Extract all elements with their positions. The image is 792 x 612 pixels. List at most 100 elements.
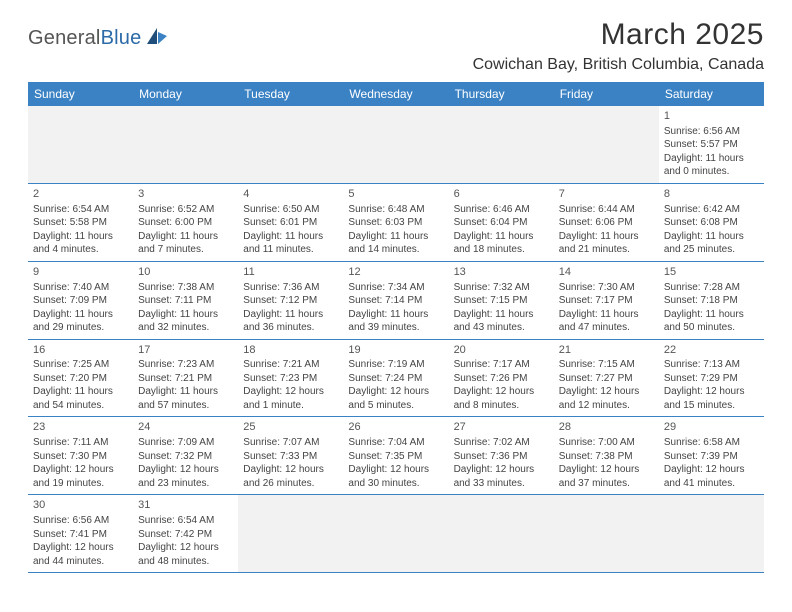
calendar-cell: 16Sunrise: 7:25 AMSunset: 7:20 PMDayligh…: [28, 340, 133, 417]
calendar-cell: 10Sunrise: 7:38 AMSunset: 7:11 PMDayligh…: [133, 262, 238, 339]
calendar-cell: 26Sunrise: 7:04 AMSunset: 7:35 PMDayligh…: [343, 417, 448, 494]
cell-sunrise: Sunrise: 7:00 AM: [559, 436, 653, 450]
calendar-cell: 25Sunrise: 7:07 AMSunset: 7:33 PMDayligh…: [238, 417, 343, 494]
cell-daylight1: Daylight: 11 hours: [454, 308, 548, 322]
cell-sunset: Sunset: 7:18 PM: [664, 294, 758, 308]
cell-sunrise: Sunrise: 6:56 AM: [33, 514, 127, 528]
cell-sunrise: Sunrise: 7:09 AM: [138, 436, 232, 450]
cell-daylight2: and 30 minutes.: [348, 477, 442, 491]
calendar-week: 1Sunrise: 6:56 AMSunset: 5:57 PMDaylight…: [28, 106, 764, 184]
cell-sunrise: Sunrise: 6:54 AM: [33, 203, 127, 217]
calendar-body: 1Sunrise: 6:56 AMSunset: 5:57 PMDaylight…: [28, 106, 764, 573]
day-number: 3: [138, 187, 232, 202]
calendar-cell: 12Sunrise: 7:34 AMSunset: 7:14 PMDayligh…: [343, 262, 448, 339]
cell-sunset: Sunset: 7:17 PM: [559, 294, 653, 308]
day-number: 7: [559, 187, 653, 202]
cell-daylight2: and 44 minutes.: [33, 555, 127, 569]
calendar-cell-empty: [343, 495, 448, 572]
cell-daylight2: and 12 minutes.: [559, 399, 653, 413]
day-number: 4: [243, 187, 337, 202]
calendar-cell-empty: [133, 106, 238, 183]
day-header: Friday: [554, 82, 659, 106]
cell-sunset: Sunset: 7:41 PM: [33, 528, 127, 542]
cell-daylight2: and 39 minutes.: [348, 321, 442, 335]
logo-general: General: [28, 27, 101, 49]
cell-sunset: Sunset: 7:30 PM: [33, 450, 127, 464]
cell-sunset: Sunset: 7:42 PM: [138, 528, 232, 542]
day-number: 21: [559, 343, 653, 358]
month-title: March 2025: [473, 18, 764, 52]
cell-sunrise: Sunrise: 7:07 AM: [243, 436, 337, 450]
cell-sunset: Sunset: 7:12 PM: [243, 294, 337, 308]
cell-daylight2: and 23 minutes.: [138, 477, 232, 491]
calendar-cell: 31Sunrise: 6:54 AMSunset: 7:42 PMDayligh…: [133, 495, 238, 572]
day-number: 5: [348, 187, 442, 202]
day-number: 6: [454, 187, 548, 202]
calendar-cell: 13Sunrise: 7:32 AMSunset: 7:15 PMDayligh…: [449, 262, 554, 339]
cell-sunrise: Sunrise: 6:56 AM: [664, 125, 758, 139]
calendar-cell-empty: [659, 495, 764, 572]
cell-sunset: Sunset: 7:36 PM: [454, 450, 548, 464]
cell-sunset: Sunset: 7:27 PM: [559, 372, 653, 386]
cell-daylight2: and 1 minute.: [243, 399, 337, 413]
calendar-week: 30Sunrise: 6:56 AMSunset: 7:41 PMDayligh…: [28, 495, 764, 573]
cell-sunrise: Sunrise: 7:38 AM: [138, 281, 232, 295]
cell-daylight2: and 15 minutes.: [664, 399, 758, 413]
cell-sunset: Sunset: 7:14 PM: [348, 294, 442, 308]
day-number: 15: [664, 265, 758, 280]
cell-daylight1: Daylight: 11 hours: [138, 385, 232, 399]
cell-daylight1: Daylight: 12 hours: [454, 463, 548, 477]
calendar-cell: 15Sunrise: 7:28 AMSunset: 7:18 PMDayligh…: [659, 262, 764, 339]
cell-sunset: Sunset: 7:29 PM: [664, 372, 758, 386]
day-number: 28: [559, 420, 653, 435]
cell-daylight2: and 50 minutes.: [664, 321, 758, 335]
day-number: 24: [138, 420, 232, 435]
cell-daylight2: and 18 minutes.: [454, 243, 548, 257]
day-number: 26: [348, 420, 442, 435]
calendar-cell: 21Sunrise: 7:15 AMSunset: 7:27 PMDayligh…: [554, 340, 659, 417]
calendar-cell-empty: [238, 495, 343, 572]
cell-daylight2: and 5 minutes.: [348, 399, 442, 413]
day-number: 14: [559, 265, 653, 280]
cell-sunset: Sunset: 7:24 PM: [348, 372, 442, 386]
calendar-cell: 14Sunrise: 7:30 AMSunset: 7:17 PMDayligh…: [554, 262, 659, 339]
cell-sunset: Sunset: 7:11 PM: [138, 294, 232, 308]
sail-icon: [145, 26, 169, 51]
cell-sunrise: Sunrise: 7:23 AM: [138, 358, 232, 372]
cell-daylight1: Daylight: 11 hours: [348, 230, 442, 244]
logo-text: GeneralBlue: [28, 27, 141, 50]
calendar-cell: 2Sunrise: 6:54 AMSunset: 5:58 PMDaylight…: [28, 184, 133, 261]
calendar-cell: 20Sunrise: 7:17 AMSunset: 7:26 PMDayligh…: [449, 340, 554, 417]
cell-daylight2: and 37 minutes.: [559, 477, 653, 491]
calendar-cell-empty: [554, 495, 659, 572]
calendar-cell-empty: [343, 106, 448, 183]
day-number: 19: [348, 343, 442, 358]
calendar-week: 9Sunrise: 7:40 AMSunset: 7:09 PMDaylight…: [28, 262, 764, 340]
cell-daylight1: Daylight: 12 hours: [559, 385, 653, 399]
calendar-cell: 28Sunrise: 7:00 AMSunset: 7:38 PMDayligh…: [554, 417, 659, 494]
cell-daylight1: Daylight: 12 hours: [348, 385, 442, 399]
day-number: 17: [138, 343, 232, 358]
cell-sunrise: Sunrise: 6:44 AM: [559, 203, 653, 217]
cell-daylight2: and 8 minutes.: [454, 399, 548, 413]
day-number: 16: [33, 343, 127, 358]
day-header: Wednesday: [343, 82, 448, 106]
day-number: 30: [33, 498, 127, 513]
cell-sunset: Sunset: 6:04 PM: [454, 216, 548, 230]
cell-daylight1: Daylight: 12 hours: [559, 463, 653, 477]
cell-daylight1: Daylight: 12 hours: [33, 463, 127, 477]
cell-sunset: Sunset: 6:01 PM: [243, 216, 337, 230]
cell-daylight2: and 48 minutes.: [138, 555, 232, 569]
calendar-cell: 11Sunrise: 7:36 AMSunset: 7:12 PMDayligh…: [238, 262, 343, 339]
day-header: Thursday: [449, 82, 554, 106]
cell-daylight1: Daylight: 11 hours: [138, 308, 232, 322]
cell-sunset: Sunset: 6:03 PM: [348, 216, 442, 230]
cell-sunset: Sunset: 7:38 PM: [559, 450, 653, 464]
cell-sunset: Sunset: 7:33 PM: [243, 450, 337, 464]
cell-sunrise: Sunrise: 7:21 AM: [243, 358, 337, 372]
cell-daylight2: and 57 minutes.: [138, 399, 232, 413]
cell-sunset: Sunset: 5:58 PM: [33, 216, 127, 230]
calendar-cell: 27Sunrise: 7:02 AMSunset: 7:36 PMDayligh…: [449, 417, 554, 494]
calendar-cell: 22Sunrise: 7:13 AMSunset: 7:29 PMDayligh…: [659, 340, 764, 417]
day-number: 13: [454, 265, 548, 280]
